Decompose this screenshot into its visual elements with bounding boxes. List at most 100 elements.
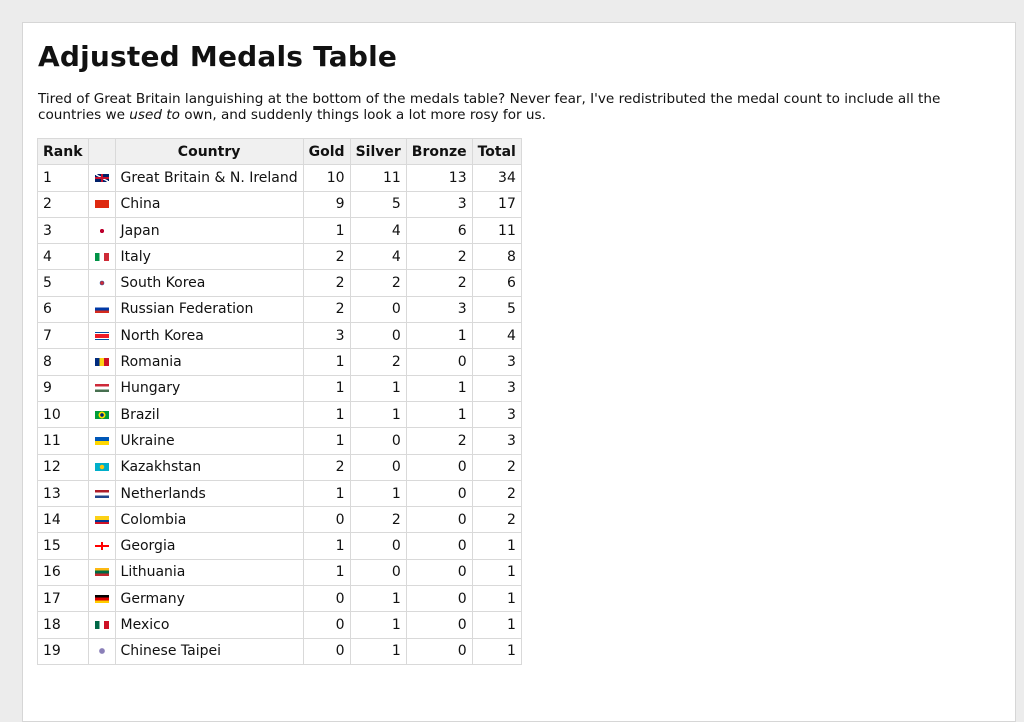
cell-silver: 11 xyxy=(349,164,407,192)
table-row: 18 Mexico 0 1 0 1 xyxy=(37,611,522,639)
cell-bronze: 2 xyxy=(405,243,473,271)
cell-silver: 0 xyxy=(349,322,407,350)
table-row: 13 Netherlands 1 1 0 2 xyxy=(37,479,522,508)
flag-br-icon xyxy=(94,410,109,419)
cell-country: Chinese Taipei xyxy=(114,637,304,665)
table-row: 2 China 9 5 3 17 xyxy=(37,190,522,218)
cell-bronze: 2 xyxy=(405,427,473,455)
cell-flag xyxy=(87,453,116,481)
cell-total: 1 xyxy=(471,558,522,587)
cell-country: Brazil xyxy=(114,400,304,429)
content-panel: Adjusted Medals Table Tired of Great Bri… xyxy=(22,22,1016,722)
flag-ro-icon xyxy=(94,358,109,367)
cell-bronze: 13 xyxy=(405,164,473,192)
cell-country: Hungary xyxy=(114,374,304,402)
cell-total: 3 xyxy=(471,400,522,429)
table-row: 12 Kazakhstan 2 0 0 2 xyxy=(37,453,522,481)
cell-gold: 1 xyxy=(302,427,351,455)
cell-gold: 2 xyxy=(302,269,351,297)
cell-flag xyxy=(87,190,116,218)
flag-ru-icon xyxy=(94,305,109,314)
cell-bronze: 0 xyxy=(405,532,473,560)
cell-country: Netherlands xyxy=(114,479,304,508)
table-row: 5 South Korea 2 2 2 6 xyxy=(37,269,522,297)
table-row: 17 Germany 0 1 0 1 xyxy=(37,585,522,613)
cell-total: 3 xyxy=(471,374,522,402)
cell-bronze: 1 xyxy=(405,374,473,402)
page-title: Adjusted Medals Table xyxy=(38,40,398,73)
table-row: 9 Hungary 1 1 1 3 xyxy=(37,374,522,402)
cell-silver: 1 xyxy=(349,611,407,639)
flag-tw-icon xyxy=(94,647,109,656)
cell-total: 6 xyxy=(471,269,522,297)
cell-country: South Korea xyxy=(114,269,304,297)
cell-gold: 3 xyxy=(302,322,351,350)
cell-gold: 0 xyxy=(302,585,351,613)
cell-gold: 10 xyxy=(302,164,351,192)
cell-rank: 18 xyxy=(37,611,89,639)
cell-country: Romania xyxy=(114,348,304,376)
cell-rank: 9 xyxy=(37,374,89,402)
cell-rank: 5 xyxy=(37,269,89,297)
table-row: 4 Italy 2 4 2 8 xyxy=(37,243,522,271)
cell-total: 34 xyxy=(471,164,522,192)
cell-flag xyxy=(87,348,116,376)
cell-flag xyxy=(87,637,116,665)
cell-silver: 0 xyxy=(349,427,407,455)
flag-cn-icon xyxy=(94,200,109,209)
cell-gold: 1 xyxy=(302,400,351,429)
intro-text: Tired of Great Britain languishing at th… xyxy=(38,91,941,123)
cell-gold: 0 xyxy=(302,637,351,665)
cell-total: 1 xyxy=(471,532,522,560)
column-header-country: Country xyxy=(114,137,304,166)
cell-bronze: 6 xyxy=(405,216,473,245)
cell-bronze: 0 xyxy=(405,585,473,613)
cell-country: Great Britain & N. Ireland xyxy=(114,164,304,192)
flag-ua-icon xyxy=(94,436,109,445)
cell-total: 17 xyxy=(471,190,522,218)
cell-silver: 4 xyxy=(349,216,407,245)
table-row: 15 Georgia 1 0 0 1 xyxy=(37,532,522,560)
cell-flag xyxy=(87,532,116,560)
cell-silver: 5 xyxy=(349,190,407,218)
cell-gold: 9 xyxy=(302,190,351,218)
flag-kr-icon xyxy=(94,279,109,288)
cell-silver: 1 xyxy=(349,400,407,429)
cell-country: China xyxy=(114,190,304,218)
cell-gold: 1 xyxy=(302,532,351,560)
flag-it-icon xyxy=(94,252,109,261)
cell-gold: 1 xyxy=(302,479,351,508)
cell-rank: 12 xyxy=(37,453,89,481)
cell-rank: 6 xyxy=(37,295,89,324)
cell-flag xyxy=(87,611,116,639)
cell-silver: 0 xyxy=(349,295,407,324)
cell-gold: 2 xyxy=(302,453,351,481)
cell-silver: 1 xyxy=(349,585,407,613)
cell-rank: 14 xyxy=(37,506,89,534)
cell-total: 5 xyxy=(471,295,522,324)
cell-rank: 8 xyxy=(37,348,89,376)
table-row: 14 Colombia 0 2 0 2 xyxy=(37,506,522,534)
cell-bronze: 3 xyxy=(405,295,473,324)
table-row: 16 Lithuania 1 0 0 1 xyxy=(37,558,522,587)
cell-silver: 0 xyxy=(349,532,407,560)
cell-rank: 3 xyxy=(37,216,89,245)
cell-flag xyxy=(87,243,116,271)
column-header-flag xyxy=(87,137,116,166)
flag-mx-icon xyxy=(94,620,109,629)
table-header-row: Rank Country Gold Silver Bronze Total xyxy=(37,137,522,166)
flag-hu-icon xyxy=(94,384,109,393)
flag-lt-icon xyxy=(94,568,109,577)
flag-gb-icon xyxy=(94,173,109,182)
cell-silver: 2 xyxy=(349,269,407,297)
cell-total: 11 xyxy=(471,216,522,245)
cell-rank: 15 xyxy=(37,532,89,560)
cell-silver: 1 xyxy=(349,637,407,665)
cell-gold: 0 xyxy=(302,611,351,639)
cell-rank: 10 xyxy=(37,400,89,429)
table-row: 11 Ukraine 1 0 2 3 xyxy=(37,427,522,455)
cell-total: 1 xyxy=(471,585,522,613)
flag-kp-icon xyxy=(94,331,109,340)
cell-bronze: 2 xyxy=(405,269,473,297)
column-header-silver: Silver xyxy=(349,137,407,166)
